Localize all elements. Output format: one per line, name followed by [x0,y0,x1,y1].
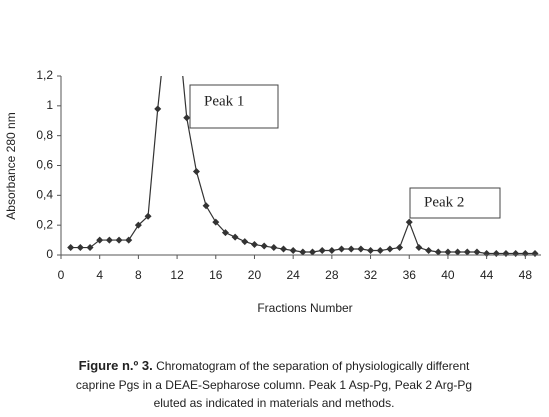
y-tick-label: 0,8 [36,128,53,142]
x-tick-label: 12 [170,268,184,282]
annotation: Peak 1 [204,93,244,109]
data-point [125,236,133,244]
data-point [473,248,481,256]
data-point [502,250,510,258]
data-point [279,245,287,253]
data-point [386,245,394,253]
x-tick-label: 40 [441,268,455,282]
data-point [299,248,307,256]
data-point [405,218,413,226]
x-tick-label: 32 [364,268,378,282]
y-tick-label: 0,4 [36,188,53,202]
data-point [434,248,442,256]
data-point [492,250,500,258]
y-tick-label: 0 [46,247,53,261]
x-tick-label: 8 [135,268,142,282]
x-axis-label: Fractions Number [257,301,352,315]
data-point [270,244,278,252]
data-point [212,218,220,226]
x-tick-label: 20 [248,268,262,282]
annotation-box [189,84,279,129]
caption-label: Figure n.º 3. [79,358,153,373]
data-point [376,247,384,255]
data-point [309,248,317,256]
y-tick-label: 0,2 [36,217,53,231]
data-point [415,244,423,252]
data-point [338,245,346,253]
data-point [347,245,355,253]
data-point [454,248,462,256]
x-tick-label: 48 [519,268,533,282]
x-tick-label: 16 [209,268,223,282]
data-point [115,236,123,244]
annotation: Peak 2 [424,194,464,210]
x-tick-label: 4 [96,268,103,282]
data-point [134,221,142,229]
data-point [144,212,152,220]
data-point [531,250,539,258]
data-point [76,244,84,252]
data-point [289,247,297,255]
data-point [357,245,365,253]
x-tick-label: 0 [58,268,65,282]
x-tick-label: 28 [325,268,339,282]
data-point [444,248,452,256]
data-point [174,13,181,20]
data-point [241,238,249,246]
x-tick-label: 24 [286,268,300,282]
data-point [86,244,94,252]
data-point [425,247,433,255]
caption-text: Chromatogram of the separation of physio… [153,359,470,373]
caption-line: Figure n.º 3. Chromatogram of the separa… [79,358,470,373]
data-point [512,250,520,258]
data-point [96,236,104,244]
y-tick-label: 1,2 [36,68,53,82]
data-point [221,229,229,237]
caption-line: caprine Pgs in a DEAE-Sepharose column. … [76,378,472,392]
data-point [183,114,191,122]
plot-area [67,13,539,258]
data-point [67,244,75,252]
data-point [328,247,336,255]
data-point [154,105,162,113]
data-point [463,248,471,256]
data-point [318,247,326,255]
data-point [231,233,239,241]
data-point [396,244,404,252]
data-point [250,241,258,249]
caption-line: eluted as indicated in materials and met… [154,396,395,410]
data-point [260,242,268,250]
data-point [367,247,375,255]
data-point [192,167,200,175]
y-axis-label: Absorbance 280 nm [4,112,18,219]
y-tick-label: 0,6 [36,158,53,172]
y-tick-label: 1 [46,98,53,112]
x-tick-label: 44 [480,268,494,282]
x-tick-label: 36 [403,268,417,282]
data-point [105,236,113,244]
annotation-box [409,187,501,219]
data-point [202,202,210,210]
data-point [164,13,171,20]
